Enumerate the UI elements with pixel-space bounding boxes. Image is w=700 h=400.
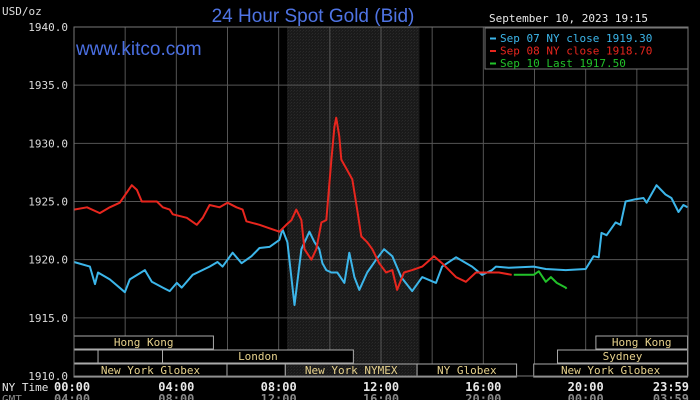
legend-label: Sep 08 NY close 1918.70 [500,45,652,58]
session-box-frame [97,349,164,364]
x-tick-label: 20:00 [465,392,501,400]
session-box: New York Globex [73,363,228,378]
session-box [97,349,164,364]
session-box-frame [533,363,688,378]
session-box-frame [595,335,688,350]
y-tick-label: 1915.0 [28,312,68,325]
session-label: NY Globex [437,364,497,377]
x-axis: NY Time 00:00 04:00 08:00 12:00 16:00 20:00 23:… [2,380,689,400]
x-axis-row-label-gmt: GMT [2,393,22,400]
plot-frame [73,26,689,377]
x-tick-label: 12:00 [363,380,399,394]
series-line [73,116,512,291]
x-axis-row-label-ny-time: NY Time [2,381,48,394]
legend-item: Sep 10 Last 1917.50 [490,57,626,70]
x-tick-label: 20:00 [568,380,604,394]
y-tick-label: 1930.0 [28,137,68,150]
session-box: Hong Kong [595,335,688,350]
y-tick-label: 1925.0 [28,196,68,209]
x-tick-label: 12:00 [261,392,297,400]
session-label: New York NYMEX [305,364,398,377]
grid [74,27,688,376]
session-label: London [238,350,278,363]
y-axis-unit: USD/oz [2,5,42,18]
x-tick-label: 04:00 [54,392,90,400]
session-box-frame [162,349,354,364]
session-label: Hong Kong [114,336,174,349]
x-tick-label: 00:00 [568,392,604,400]
session-box: NY Globex [416,363,518,378]
legend-label: Sep 10 Last 1917.50 [500,57,626,70]
legend-item: Sep 07 NY close 1919.30 [490,32,652,45]
timestamp: September 10, 2023 19:15 [489,12,648,25]
y-tick-label: 1920.0 [28,254,68,267]
session-box-frame [73,349,99,364]
session-label: Sydney [603,350,643,363]
session-box: New York NYMEX [284,363,418,378]
session-box [226,363,286,378]
x-tick-label: 23:59 [653,380,689,394]
session-box-frame [557,349,688,364]
y-tick-label: 1935.0 [28,79,68,92]
legend-label: Sep 07 NY close 1919.30 [500,32,652,45]
x-tick-label: 08:00 [261,380,297,394]
x-tick-label: 08:00 [158,392,194,400]
session-box: Sydney [557,349,688,364]
session-box-frame [416,363,518,378]
session-label: New York Globex [561,364,661,377]
session-box: London [162,349,354,364]
session-label: Hong Kong [612,336,672,349]
session-label: New York Globex [101,364,201,377]
session-box [73,349,99,364]
series-line [513,270,568,290]
legend-item: Sep 08 NY close 1918.70 [490,45,652,58]
session-box: Hong Kong [73,335,214,350]
x-tick-label: 04:00 [158,380,194,394]
x-tick-label: 00:00 [54,380,90,394]
session-box: New York Globex [533,363,688,378]
series-lines [73,116,688,306]
x-tick-label: 16:00 [465,380,501,394]
kitco-watermark: www.kitco.com [75,39,202,60]
x-tick-label: 16:00 [363,392,399,400]
session-box-frame [226,363,286,378]
series-line [73,184,688,306]
y-tick-label: 1910.0 [28,370,68,383]
y-axis: 1940.0 1935.0 1930.0 1925.0 1920.0 1915.0 1910… [28,21,68,383]
x-tick-label: 03:59 [653,392,689,400]
y-tick-label: 1940.0 [28,21,68,34]
chart-title: 24 Hour Spot Gold (Bid) [212,6,415,27]
